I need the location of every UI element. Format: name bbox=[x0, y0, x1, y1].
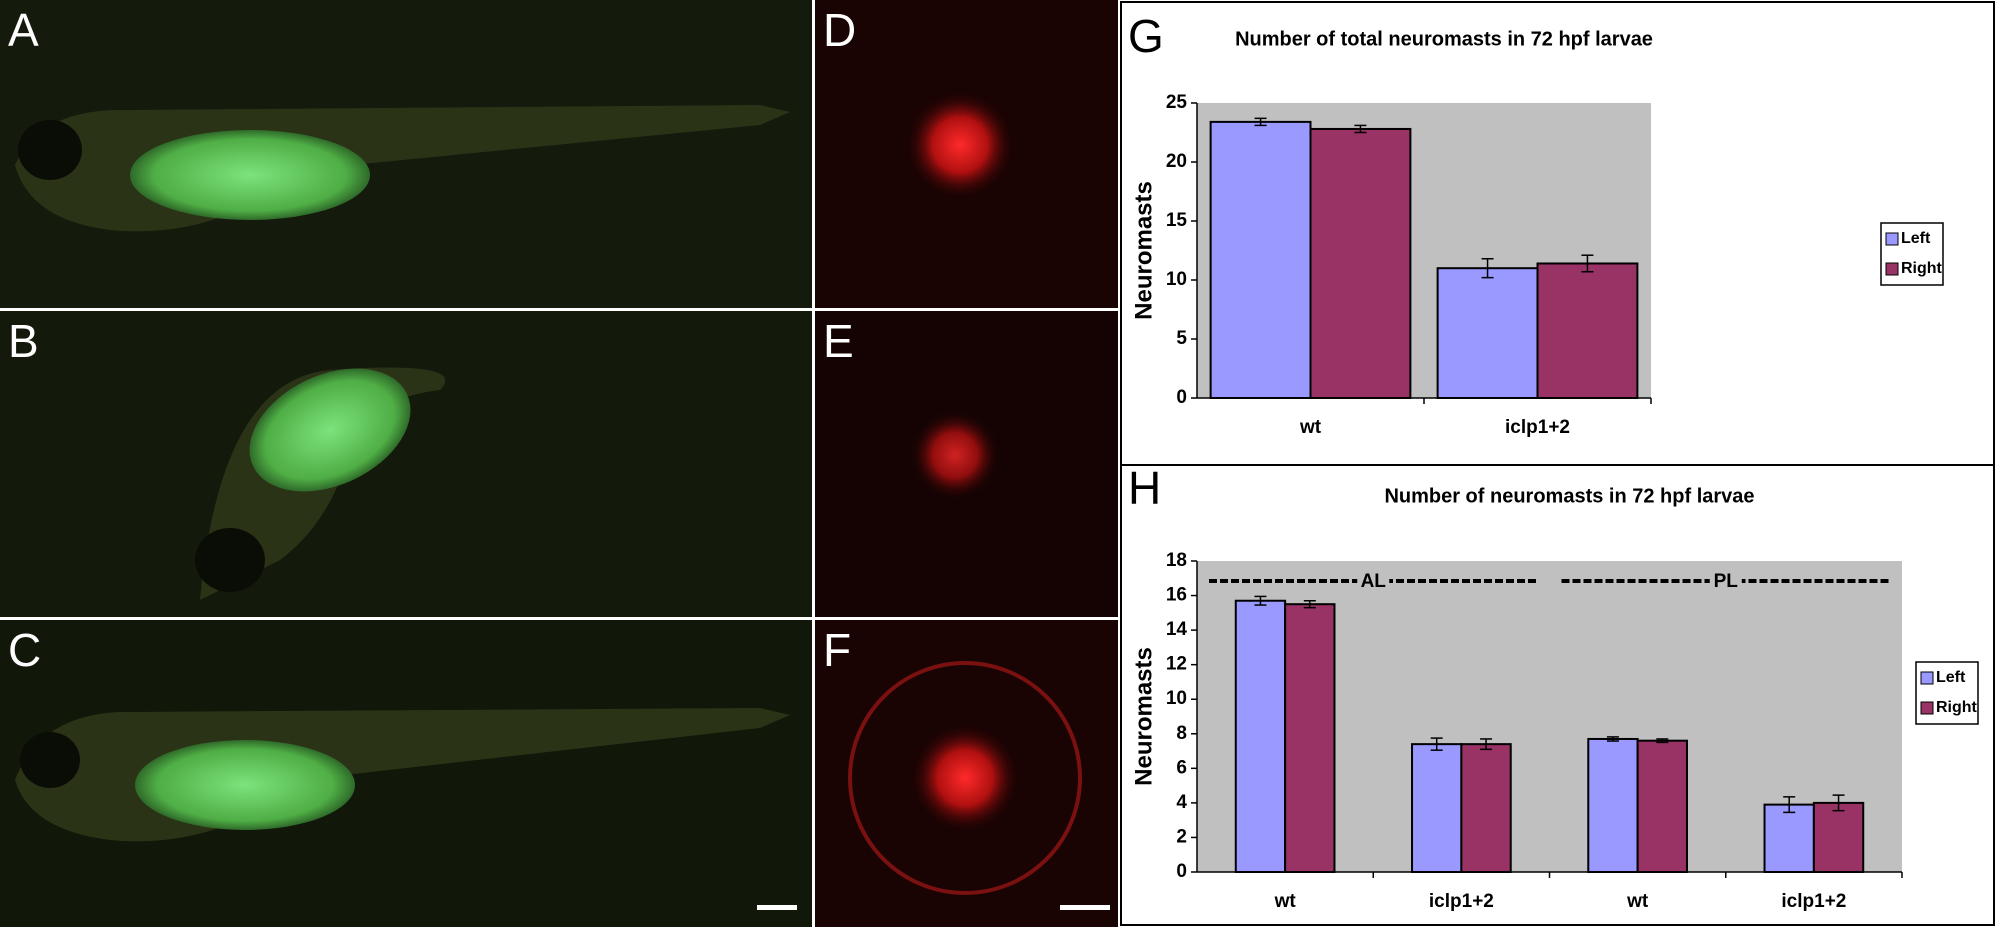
bar bbox=[1411, 743, 1463, 874]
panel-label: E bbox=[823, 315, 854, 367]
micrographs-red bbox=[815, 0, 1118, 927]
bar bbox=[1209, 120, 1312, 399]
y-tick-label: 2 bbox=[1176, 826, 1187, 847]
panel-label: G bbox=[1128, 10, 1164, 62]
y-tick-label: 6 bbox=[1176, 757, 1187, 778]
y-tick-label: 16 bbox=[1166, 585, 1187, 606]
x-tick-label: wt bbox=[1626, 891, 1649, 912]
y-tick-label: 25 bbox=[1166, 92, 1188, 113]
bar bbox=[1284, 603, 1336, 873]
error-bar bbox=[1430, 737, 1443, 751]
y-tick-label: 10 bbox=[1166, 269, 1187, 290]
error-bar bbox=[1254, 595, 1267, 606]
micrographs bbox=[0, 0, 812, 927]
chart-title: Number of total neuromasts in 72 hpf lar… bbox=[1235, 28, 1653, 50]
legend-label: Left bbox=[1936, 669, 1966, 686]
y-tick-label: 4 bbox=[1176, 792, 1187, 813]
annotation-bg bbox=[1357, 571, 1390, 591]
panel-label: A bbox=[8, 4, 39, 56]
y-tick-label: 14 bbox=[1166, 619, 1188, 640]
x-tick-label: wt bbox=[1274, 891, 1297, 912]
legend-swatch bbox=[1885, 262, 1899, 276]
bar bbox=[1587, 737, 1639, 874]
bar bbox=[1763, 803, 1815, 873]
y-tick-label: 8 bbox=[1176, 723, 1187, 744]
bar bbox=[1636, 739, 1688, 874]
chart-title: Number of neuromasts in 72 hpf larvae bbox=[1384, 485, 1754, 507]
legend-label: Right bbox=[1936, 699, 1978, 716]
legend-swatch bbox=[1920, 701, 1934, 715]
bar bbox=[1460, 743, 1512, 874]
x-tick-label: iclp1+2 bbox=[1429, 891, 1494, 912]
annotation: PL bbox=[1714, 571, 1739, 592]
error-bar bbox=[1481, 258, 1494, 279]
panel-label: B bbox=[8, 315, 39, 367]
x-tick-label: wt bbox=[1299, 417, 1322, 438]
y-axis-label: Neuromasts bbox=[1130, 647, 1157, 786]
panel-label: D bbox=[823, 4, 856, 56]
annotation: AL bbox=[1361, 571, 1387, 592]
bar bbox=[1536, 262, 1639, 400]
panel-label: F bbox=[823, 624, 851, 676]
bar bbox=[1309, 127, 1412, 400]
error-bar bbox=[1480, 738, 1493, 751]
error-bar bbox=[1581, 254, 1594, 273]
bar bbox=[1812, 801, 1865, 874]
error-bar bbox=[1303, 599, 1316, 609]
error-bar bbox=[1254, 117, 1267, 127]
x-tick-label: iclp1+2 bbox=[1505, 417, 1570, 438]
panel-label: C bbox=[8, 624, 41, 676]
x-tick-label: iclp1+2 bbox=[1781, 891, 1846, 912]
image-b bbox=[0, 311, 812, 617]
error-bar bbox=[1832, 794, 1845, 812]
bar bbox=[1234, 599, 1287, 873]
legend-label: Right bbox=[1901, 260, 1943, 277]
error-bar bbox=[1606, 736, 1619, 742]
error-bar bbox=[1783, 796, 1796, 814]
y-tick-label: 15 bbox=[1166, 210, 1188, 231]
error-bar bbox=[1354, 124, 1367, 134]
legend-swatch bbox=[1920, 671, 1934, 685]
legend-swatch bbox=[1885, 232, 1899, 246]
y-tick-label: 0 bbox=[1176, 387, 1187, 408]
y-tick-label: 5 bbox=[1176, 328, 1187, 349]
y-tick-label: 12 bbox=[1166, 654, 1187, 675]
y-tick-label: 10 bbox=[1166, 688, 1187, 709]
panel-label: H bbox=[1128, 462, 1161, 514]
y-axis-label: Neuromasts bbox=[1130, 181, 1157, 320]
y-tick-label: 20 bbox=[1166, 151, 1187, 172]
y-tick-label: 18 bbox=[1166, 550, 1187, 571]
annotation-bg bbox=[1709, 571, 1742, 591]
y-tick-label: 0 bbox=[1176, 861, 1187, 882]
error-bar bbox=[1656, 738, 1669, 744]
bar bbox=[1436, 267, 1539, 400]
legend-label: Left bbox=[1901, 230, 1931, 247]
